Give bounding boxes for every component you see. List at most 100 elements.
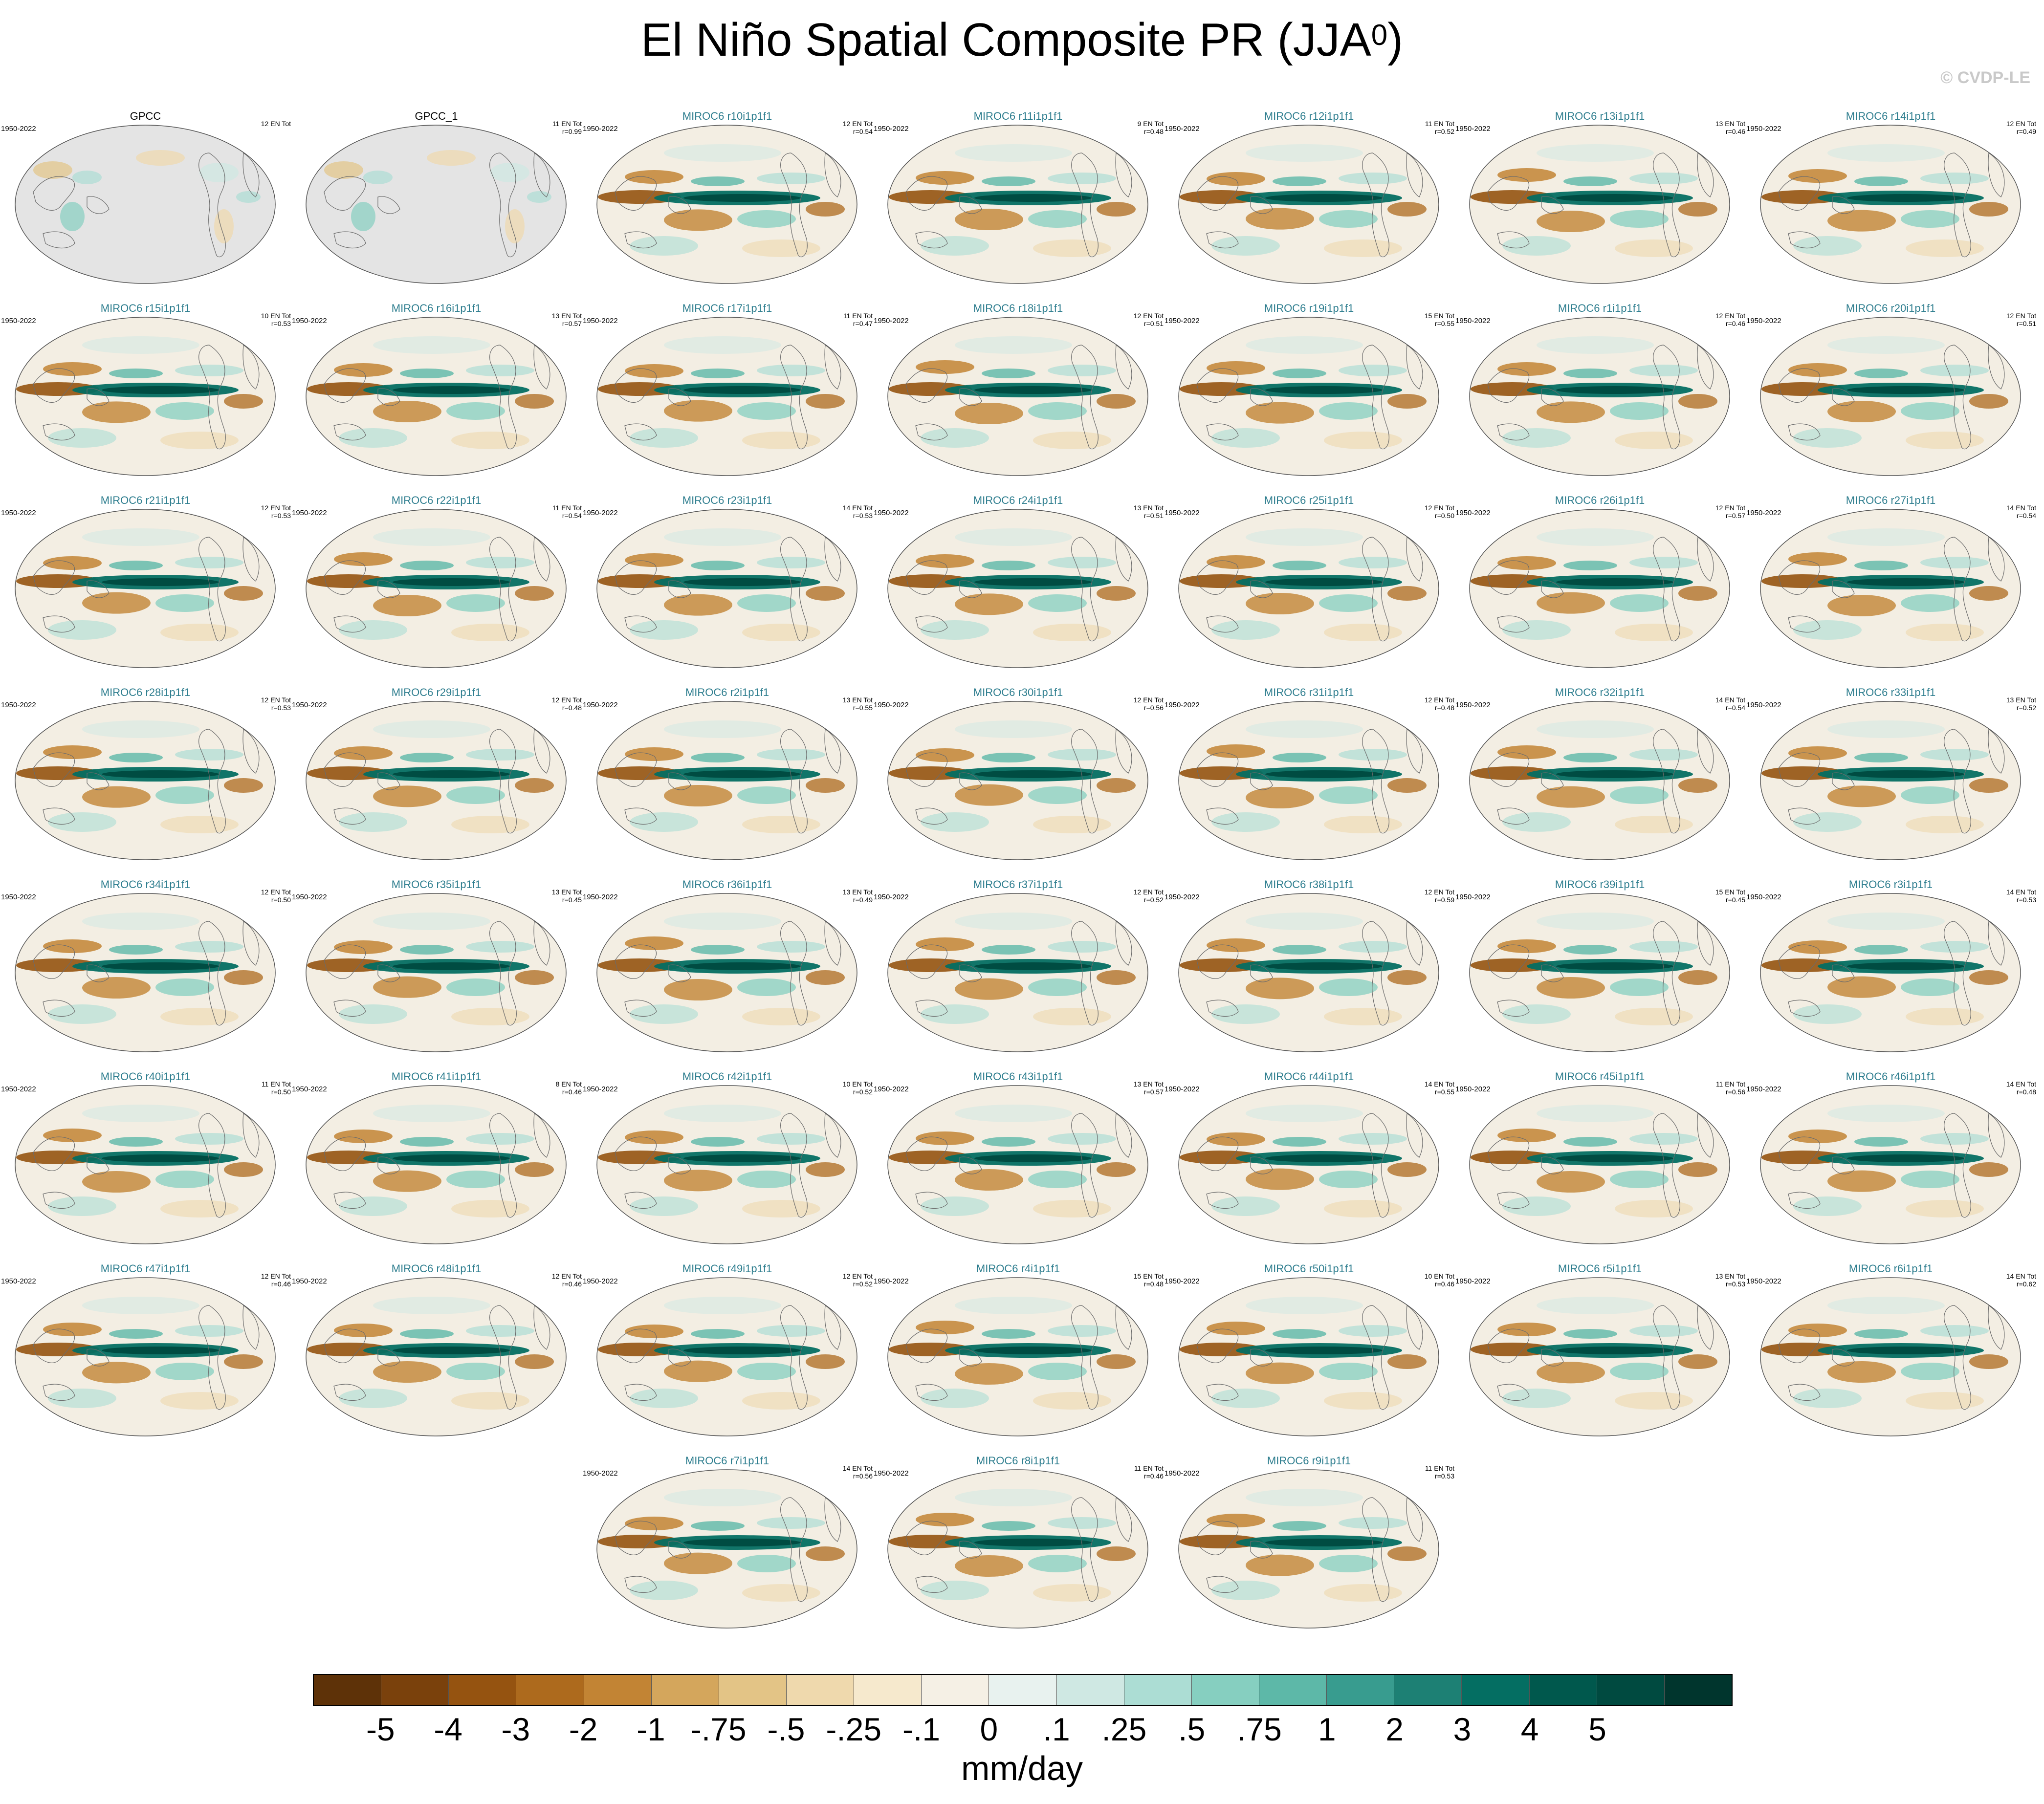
world-map [887, 125, 1148, 284]
map-panel: MIROC6 r39i1p1f1 1950-2022 15 EN Tot r=0.4… [1454, 878, 1745, 1069]
map-panel: MIROC6 r9i1p1f1 1950-2022 11 EN Tot r=0.53 [1164, 1455, 1454, 1645]
panel-title: MIROC6 r11i1p1f1 [973, 110, 1063, 122]
panel-title: MIROC6 r45i1p1f1 [1555, 1070, 1645, 1083]
panel-period: 1950-2022 [1165, 701, 1200, 709]
panel-stats: 10 EN Tot r=0.53 [261, 312, 291, 327]
map-panel: MIROC6 r1i1p1f1 1950-2022 12 EN Tot r=0.46 [1454, 302, 1745, 493]
world-map [1469, 893, 1730, 1052]
panel-stats: 12 EN Tot r=0.48 [551, 696, 582, 712]
panel-title: MIROC6 r5i1p1f1 [1558, 1262, 1642, 1275]
map-frame [595, 316, 858, 477]
map-frame [305, 700, 568, 861]
colorbar-segment [922, 1675, 989, 1705]
panel-stats: 14 EN Tot r=0.54 [1715, 696, 1745, 712]
panel-stats: 14 EN Tot r=0.62 [2006, 1272, 2036, 1288]
panel-period: 1950-2022 [1, 701, 36, 709]
panel-period: 1950-2022 [1746, 1085, 1781, 1093]
panel-period: 1950-2022 [1746, 1277, 1781, 1285]
map-panel: MIROC6 r4i1p1f1 1950-2022 15 EN Tot r=0.48 [873, 1262, 1164, 1453]
panel-period: 1950-2022 [583, 509, 618, 517]
panel-period: 1950-2022 [1455, 1085, 1491, 1093]
colorbar-segment [719, 1675, 787, 1705]
panel-title: MIROC6 r50i1p1f1 [1264, 1262, 1354, 1275]
map-frame [1177, 1084, 1440, 1245]
panel-title: MIROC6 r29i1p1f1 [391, 686, 482, 698]
panel-title: MIROC6 r22i1p1f1 [391, 494, 482, 506]
colorbar-tick-label: .1 [1043, 1711, 1070, 1747]
map-frame [1177, 1276, 1440, 1437]
map-frame [886, 1084, 1149, 1245]
panel-stats: 9 EN Tot r=0.48 [1137, 120, 1164, 135]
panel-title: MIROC6 r3i1p1f1 [1848, 878, 1933, 891]
map-panel: MIROC6 r16i1p1f1 1950-2022 13 EN Tot r=0.5… [291, 302, 582, 493]
world-map [887, 509, 1148, 668]
panel-stats: 12 EN Tot r=0.51 [1133, 312, 1164, 327]
panel-title: MIROC6 r32i1p1f1 [1555, 686, 1645, 698]
world-map [596, 317, 857, 476]
map-panel: MIROC6 r37i1p1f1 1950-2022 12 EN Tot r=0.5… [873, 878, 1164, 1069]
panel-period: 1950-2022 [583, 1277, 618, 1285]
panel-stats: 13 EN Tot r=0.46 [1715, 120, 1745, 135]
map-panel: MIROC6 r50i1p1f1 1950-2022 10 EN Tot r=0.4… [1164, 1262, 1454, 1453]
panel-title: MIROC6 r35i1p1f1 [391, 878, 482, 891]
map-frame [886, 508, 1149, 669]
panel-title: MIROC6 r9i1p1f1 [1267, 1455, 1351, 1467]
map-frame [14, 1276, 277, 1437]
panel-stats: 12 EN Tot r=0.49 [2006, 120, 2036, 135]
panel-stats: 13 EN Tot r=0.55 [842, 696, 873, 712]
map-frame [1468, 1276, 1731, 1437]
map-panel: MIROC6 r29i1p1f1 1950-2022 12 EN Tot r=0.4… [291, 686, 582, 877]
colorbar [313, 1674, 1733, 1706]
panel-period: 1950-2022 [874, 1469, 909, 1478]
panel-title: MIROC6 r17i1p1f1 [682, 302, 772, 314]
panel-title: MIROC6 r13i1p1f1 [1555, 110, 1645, 122]
copyright-label: © CVDP-LE [1940, 68, 2030, 87]
map-panel: MIROC6 r18i1p1f1 1950-2022 12 EN Tot r=0.5… [873, 302, 1164, 493]
panel-title: MIROC6 r43i1p1f1 [973, 1070, 1063, 1083]
map-frame [305, 316, 568, 477]
panel-title: MIROC6 r20i1p1f1 [1846, 302, 1936, 314]
panel-period: 1950-2022 [583, 893, 618, 901]
title-close: ) [1387, 14, 1404, 66]
panel-title: MIROC6 r10i1p1f1 [682, 110, 772, 122]
world-map [1469, 701, 1730, 860]
map-frame [595, 700, 858, 861]
panel-stats: 12 EN Tot r=0.59 [1424, 888, 1454, 904]
panel-stats: 11 EN Tot r=0.53 [1425, 1464, 1454, 1480]
panel-title: GPCC [130, 110, 161, 122]
map-frame [305, 508, 568, 669]
map-frame [1759, 892, 2022, 1053]
panel-title: MIROC6 r24i1p1f1 [973, 494, 1063, 506]
panel-period: 1950-2022 [1, 125, 36, 133]
colorbar-segment [786, 1675, 855, 1705]
colorbar-segment [651, 1675, 719, 1705]
panel-stats: 13 EN Tot r=0.53 [1715, 1272, 1745, 1288]
panel-period: 1950-2022 [292, 1085, 327, 1093]
map-frame [1468, 124, 1731, 285]
map-frame [1759, 1276, 2022, 1437]
colorbar-tick-label: 4 [1520, 1711, 1539, 1747]
panel-period: 1950-2022 [583, 317, 618, 325]
panel-period: 1950-2022 [583, 1469, 618, 1478]
panel-period: 1950-2022 [1165, 125, 1200, 133]
colorbar-tick-label: -.25 [826, 1711, 882, 1747]
map-frame [14, 700, 277, 861]
panel-period: 1950-2022 [292, 893, 327, 901]
panel-title: MIROC6 r39i1p1f1 [1555, 878, 1645, 891]
panel-period: 1950-2022 [874, 701, 909, 709]
map-frame [1177, 508, 1440, 669]
panel-period: 1950-2022 [1, 1085, 36, 1093]
panel-title: MIROC6 r48i1p1f1 [391, 1262, 482, 1275]
map-panel: MIROC6 r19i1p1f1 1950-2022 15 EN Tot r=0.5… [1164, 302, 1454, 493]
world-map [887, 701, 1148, 860]
panel-title: MIROC6 r47i1p1f1 [100, 1262, 191, 1275]
map-frame [305, 892, 568, 1053]
panel-period: 1950-2022 [1746, 317, 1781, 325]
world-map [306, 1277, 567, 1436]
panel-stats: 13 EN Tot r=0.45 [551, 888, 582, 904]
map-frame [14, 892, 277, 1053]
colorbar-segment [1394, 1675, 1462, 1705]
panel-period: 1950-2022 [1746, 125, 1781, 133]
map-panel: MIROC6 r42i1p1f1 1950-2022 10 EN Tot r=0.5… [582, 1070, 873, 1261]
map-frame [595, 508, 858, 669]
